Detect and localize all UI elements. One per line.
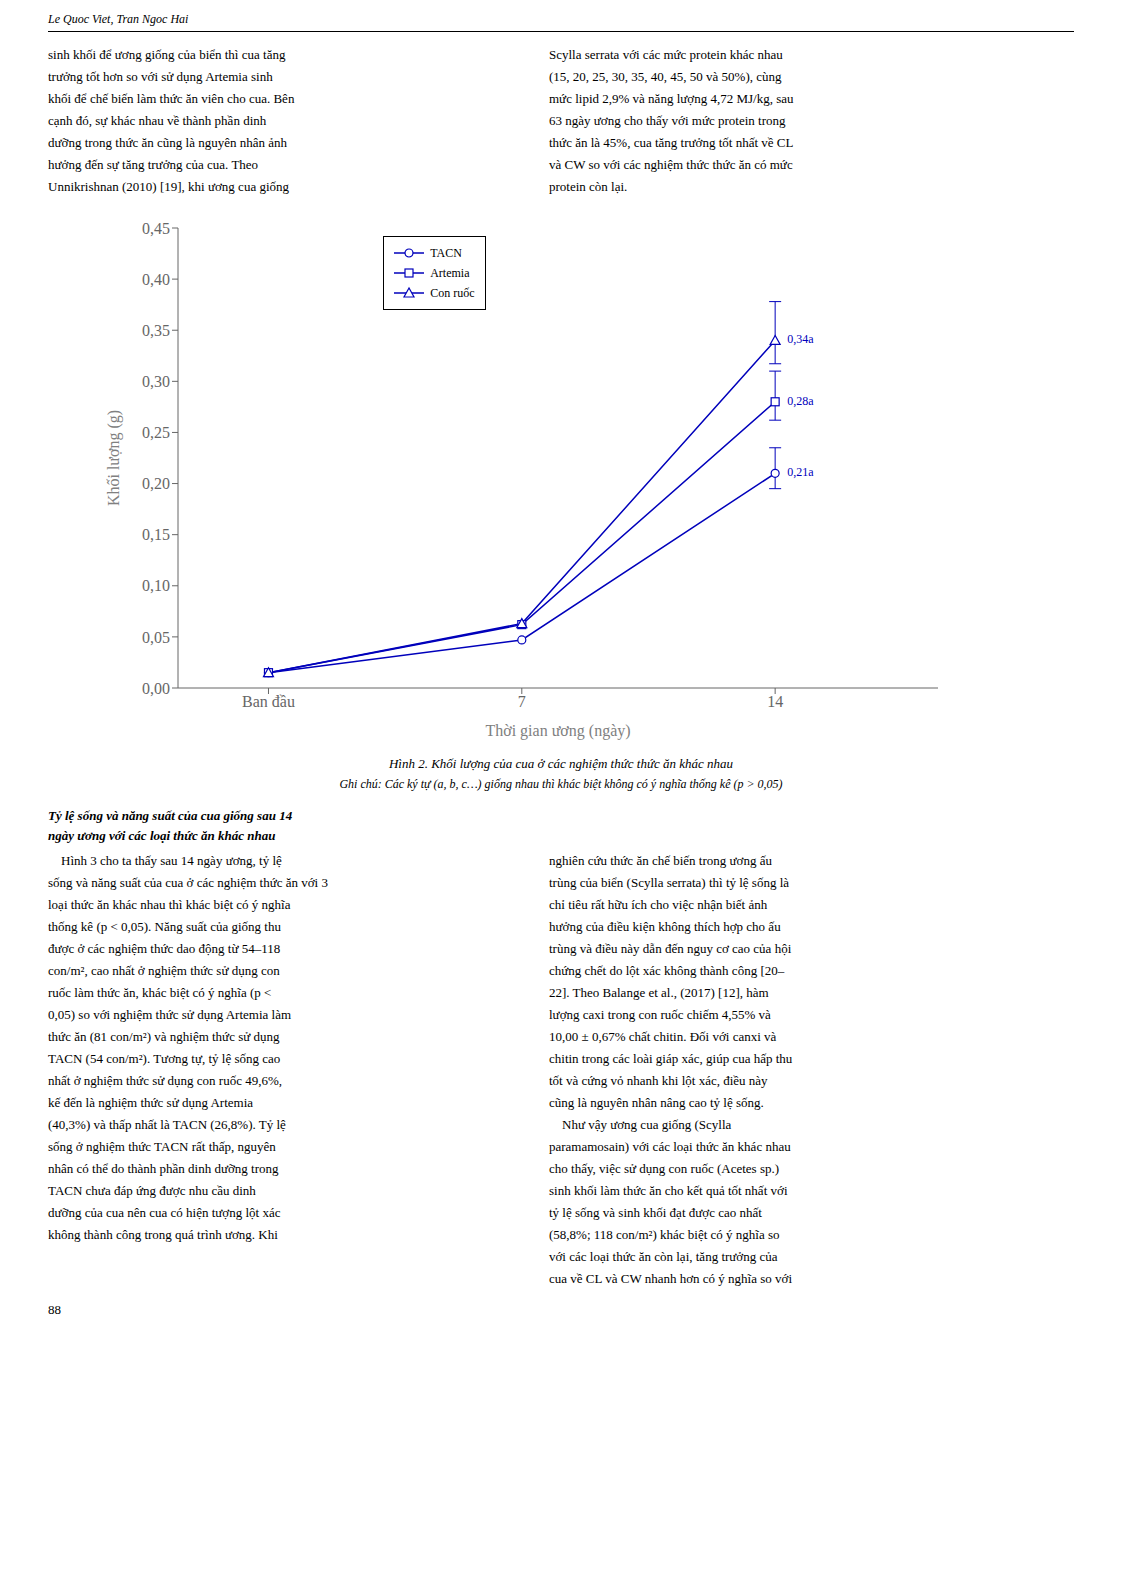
svg-text:Ban đầu: Ban đầu — [242, 693, 295, 710]
html-text:con/m², cao nhất ở nghiệm thức: con/m², cao nhất ở nghiệm thức sử dụng c… — [48, 963, 280, 978]
html-text:88: 88 — [48, 1302, 61, 1317]
html-text:trùng và điều này dẫn đến nguy: trùng và điều này dẫn đến nguy cơ cao củ… — [549, 941, 792, 956]
html-text:sống và năng suất của cua ở cá: sống và năng suất của cua ở các nghiệm t… — [48, 875, 328, 890]
html-text:hưởng của điều kiện không thíc: hưởng của điều kiện không thích hợp cho … — [549, 919, 781, 934]
html-text:mức lipid 2,9% và năng lượng 4: mức lipid 2,9% và năng lượng 4,72 MJ/kg,… — [549, 91, 794, 106]
svg-text:0,40: 0,40 — [142, 271, 170, 288]
svg-text:Thời gian ương (ngày): Thời gian ương (ngày) — [485, 722, 630, 740]
html-text:cạnh đó, sự khác nhau về thành: cạnh đó, sự khác nhau về thành phần dinh — [48, 113, 267, 128]
html-text:và CW so với các nghiệm thức t: và CW so với các nghiệm thức thức ăn có … — [549, 157, 793, 172]
html-text:(58,8%; 118 con/m²) khác biệt: (58,8%; 118 con/m²) khác biệt có ý nghĩa… — [549, 1227, 780, 1242]
html-text:10,00 ± 0,67% chất chitin. Đối: 10,00 ± 0,67% chất chitin. Đối với canxi… — [549, 1029, 777, 1044]
html-text:tốt và cứng vỏ nhanh khi lột x: tốt và cứng vỏ nhanh khi lột xác, điều n… — [549, 1073, 768, 1088]
html-text:thức ăn là 45%, cua tăng trưởn: thức ăn là 45%, cua tăng trưởng tốt nhất… — [549, 135, 794, 150]
svg-text:0,10: 0,10 — [142, 577, 170, 594]
svg-text:0,35: 0,35 — [142, 322, 170, 339]
html-text:chitin trong các loài giáp xác: chitin trong các loài giáp xác, giúp cua… — [549, 1051, 793, 1066]
html-text:Hình 2. Khối lượng của cua ở c: Hình 2. Khối lượng của cua ở các nghiệm … — [388, 756, 734, 771]
html-text:trưởng tốt hơn so với sử dụng: trưởng tốt hơn so với sử dụng Artemia si… — [48, 69, 273, 84]
html-text:Như vậy ương cua giống (Scylla: Như vậy ương cua giống (Scylla — [549, 1117, 732, 1132]
svg-text:14: 14 — [767, 693, 783, 710]
html-text:lượng caxi trong con ruốc chiế: lượng caxi trong con ruốc chiếm 4,55% và — [549, 1007, 771, 1022]
html-text:ngày ương với các loại thức ăn: ngày ương với các loại thức ăn khác nhau — [48, 828, 276, 843]
html-text:được ở các nghiệm thức dao độn: được ở các nghiệm thức dao động từ 54–11… — [48, 941, 281, 956]
html-text:dưỡng của cua nên cua có hiện: dưỡng của cua nên cua có hiện tượng lột … — [48, 1205, 281, 1220]
svg-text:0,45: 0,45 — [142, 220, 170, 237]
html-text:Artemia: Artemia — [430, 266, 470, 280]
html-text:Unnikrishnan (2010) [19], khi: Unnikrishnan (2010) [19], khi ương cua g… — [48, 179, 289, 194]
html-text:63 ngày ương cho thấy với mức: 63 ngày ương cho thấy với mức protein tr… — [549, 113, 786, 128]
html-text:không thành công trong quá trì: không thành công trong quá trình ương. K… — [48, 1227, 278, 1242]
html-text:sống ở nghiệm thức TACN rất th: sống ở nghiệm thức TACN rất thấp, nguyên — [48, 1139, 276, 1154]
html-text:Le Quoc Viet, Tran Ngoc Hai: Le Quoc Viet, Tran Ngoc Hai — [48, 12, 189, 26]
html-text:chứng chết do lột xác không th: chứng chết do lột xác không thành công [… — [549, 963, 785, 978]
html-text:ruốc làm thức ăn, khác biệt có: ruốc làm thức ăn, khác biệt có ý nghĩa (… — [48, 985, 272, 1000]
html-text:Con ruốc: Con ruốc — [430, 286, 475, 300]
html-text:TACN (54 con/m²). Tương tự, tỷ: TACN (54 con/m²). Tương tự, tỷ lệ sống c… — [48, 1051, 281, 1066]
html-text:nghiên cứu thức ăn chế biến tr: nghiên cứu thức ăn chế biến trong ương ấ… — [549, 853, 772, 868]
html-text:chỉ tiêu rất hữu ích cho việc: chỉ tiêu rất hữu ích cho việc nhận biết … — [549, 897, 768, 912]
svg-text:0,34a: 0,34a — [787, 332, 814, 346]
html-text:khối để chế biến làm thức ăn v: khối để chế biến làm thức ăn viên cho cu… — [48, 91, 295, 106]
html-text:0,05) so với nghiệm thức sử dụ: 0,05) so với nghiệm thức sử dụng Artemia… — [48, 1007, 291, 1022]
html-text:TACN chưa đáp ứng được nhu cầu: TACN chưa đáp ứng được nhu cầu dinh — [48, 1183, 256, 1198]
html-text:nhất ở nghiệm thức sử dụng con: nhất ở nghiệm thức sử dụng con ruốc 49,6… — [48, 1073, 282, 1088]
html-text:sinh khối làm thức ăn cho kết: sinh khối làm thức ăn cho kết quả tốt nh… — [549, 1183, 788, 1198]
svg-text:0,15: 0,15 — [142, 526, 170, 543]
svg-text:0,05: 0,05 — [142, 629, 170, 646]
html-text:TACN: TACN — [430, 246, 462, 260]
svg-text:0,21a: 0,21a — [787, 465, 814, 479]
html-text:dưỡng trong thức ăn cũng là ng: dưỡng trong thức ăn cũng là nguyên nhân … — [48, 135, 287, 150]
html-text:(15, 20, 25, 30, 35, 40, 45, 5: (15, 20, 25, 30, 35, 40, 45, 50 và 50%),… — [549, 69, 782, 84]
svg-text:Khối lượng (g): Khối lượng (g) — [105, 410, 123, 506]
html-text:22]. Theo Balange et al., (201: 22]. Theo Balange et al., (2017) [12], h… — [549, 985, 769, 1000]
html-text:thống kê (p < 0,05). Năng suất: thống kê (p < 0,05). Năng suất của giống… — [48, 919, 281, 934]
svg-text:7: 7 — [518, 693, 526, 710]
html-text:nhân có thể do thành phần dinh: nhân có thể do thành phần dinh dưỡng tro… — [48, 1161, 279, 1176]
html-text:paramamosain) với các loại thứ: paramamosain) với các loại thức ăn khác … — [549, 1139, 791, 1154]
html-text:Tỷ lệ sống và năng suất của cu: Tỷ lệ sống và năng suất của cua giống sa… — [48, 808, 293, 823]
html-text:cho thấy, việc sử dụng con ruố: cho thấy, việc sử dụng con ruốc (Acetes … — [549, 1161, 779, 1176]
svg-text:0,28a: 0,28a — [787, 394, 814, 408]
html-text:loại thức ăn khác nhau thì khá: loại thức ăn khác nhau thì khác biệt có … — [48, 897, 291, 912]
html-text:với các loại thức ăn còn lại,: với các loại thức ăn còn lại, tăng trưởn… — [549, 1249, 778, 1264]
html-text:Hình 3 cho ta thấy sau 14 ngày: Hình 3 cho ta thấy sau 14 ngày ương, tỷ … — [48, 853, 282, 868]
html-text:(40,3%) và thấp nhất là TACN (: (40,3%) và thấp nhất là TACN (26,8%). Tỷ… — [48, 1117, 286, 1132]
html-text:trùng của biển (Scylla serrata: trùng của biển (Scylla serrata) thì tỷ l… — [549, 875, 790, 890]
svg-text:0,20: 0,20 — [142, 475, 170, 492]
html-text:tỷ lệ sống và sinh khối đạt đư: tỷ lệ sống và sinh khối đạt được cao nhấ… — [549, 1205, 762, 1220]
html-text:Scylla serrata với các mức pro: Scylla serrata với các mức protein khác … — [549, 47, 783, 62]
html-text:cua về CL và CW nhanh hơn có ý: cua về CL và CW nhanh hơn có ý nghĩa so … — [549, 1271, 792, 1286]
svg-text:0,30: 0,30 — [142, 373, 170, 390]
svg-text:0,25: 0,25 — [142, 424, 170, 441]
html-text:kế đến là nghiệm thức sử dụng: kế đến là nghiệm thức sử dụng Artemia — [48, 1095, 254, 1110]
html-text:cũng là nguyên nhân nâng cao t: cũng là nguyên nhân nâng cao tỷ lệ sống. — [549, 1095, 764, 1110]
html-text:Ghi chú: Các ký tự (a, b, c…): Ghi chú: Các ký tự (a, b, c…) giống nhau… — [339, 777, 783, 791]
html-text:sinh khối để ương giống của bi: sinh khối để ương giống của biển thì cua… — [48, 47, 286, 62]
html-text:protein còn lại.: protein còn lại. — [549, 179, 628, 194]
svg-text:0,00: 0,00 — [142, 680, 170, 697]
html-text:thức ăn (81 con/m²) và nghiệm: thức ăn (81 con/m²) và nghiệm thức sử dụ… — [48, 1029, 280, 1044]
html-text:hưởng đến sự tăng trưởng của c: hưởng đến sự tăng trưởng của cua. Theo — [48, 157, 259, 172]
